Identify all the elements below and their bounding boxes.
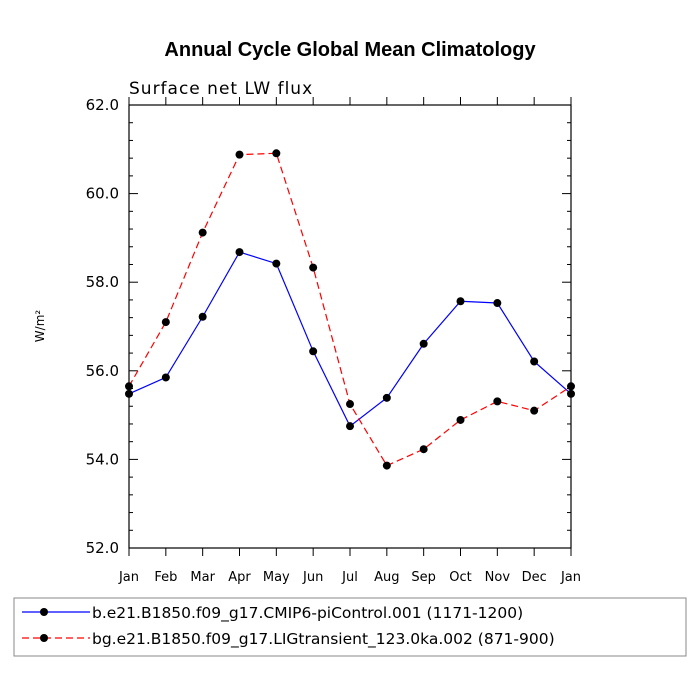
- data-point: [125, 382, 133, 391]
- x-tick-label: Jul: [341, 570, 358, 585]
- data-point: [530, 357, 539, 366]
- data-point: [346, 400, 354, 409]
- x-tick-label: Jan: [560, 570, 581, 585]
- series-line-2: [128, 152, 572, 467]
- data-point: [456, 415, 465, 424]
- y-tick-label: 62.0: [86, 96, 119, 114]
- y-tick-label: 54.0: [86, 450, 119, 468]
- data-point: [382, 461, 391, 470]
- x-tick-label: Feb: [154, 570, 177, 585]
- data-point: [235, 150, 244, 159]
- data-point: [346, 422, 354, 431]
- data-point: [235, 248, 244, 257]
- data-point: [530, 406, 539, 415]
- x-tick-label: Oct: [449, 570, 471, 585]
- y-tick-label: 52.0: [86, 539, 119, 557]
- legend-label: b.e21.B1850.f09_g17.CMIP6-piControl.001 …: [92, 604, 523, 623]
- x-tick-label: Aug: [374, 570, 399, 585]
- chart-title: Annual Cycle Global Mean Climatology: [164, 39, 536, 61]
- data-point: [161, 318, 170, 327]
- data-point: [456, 297, 465, 306]
- data-point: [419, 339, 428, 348]
- data-point: [567, 389, 575, 398]
- x-tick-label: Apr: [228, 570, 251, 585]
- x-tick-label: May: [263, 570, 290, 585]
- y-tick-label: 56.0: [86, 362, 119, 380]
- x-tick-label: Sep: [411, 570, 436, 585]
- legend-marker: [40, 608, 48, 616]
- legend-label: bg.e21.B1850.f09_g17.LIGtransient_123.0k…: [92, 630, 555, 649]
- y-axis-label: W/m²: [33, 310, 47, 343]
- data-point: [309, 347, 318, 356]
- chart-subtitle: Surface net LW flux: [129, 79, 313, 99]
- x-tick-label: Jan: [118, 570, 139, 585]
- x-tick-label: Nov: [485, 570, 511, 585]
- data-point: [419, 445, 428, 454]
- legend-marker: [40, 634, 48, 642]
- data-point: [125, 389, 133, 398]
- data-point: [198, 228, 207, 237]
- data-point: [198, 312, 207, 321]
- legend-box: [13, 597, 687, 657]
- data-point: [567, 382, 575, 391]
- plot-frame: [128, 104, 572, 549]
- y-tick-label: 58.0: [86, 273, 119, 291]
- data-point: [161, 373, 170, 382]
- data-point: [272, 259, 281, 268]
- data-point: [493, 397, 502, 406]
- data-point: [493, 299, 502, 308]
- data-point: [382, 393, 391, 402]
- data-point: [309, 263, 318, 272]
- y-tick-label: 60.0: [86, 185, 119, 203]
- x-tick-label: Mar: [190, 570, 215, 585]
- x-tick-label: Jun: [302, 570, 323, 585]
- x-tick-label: Dec: [522, 570, 547, 585]
- data-point: [272, 149, 281, 158]
